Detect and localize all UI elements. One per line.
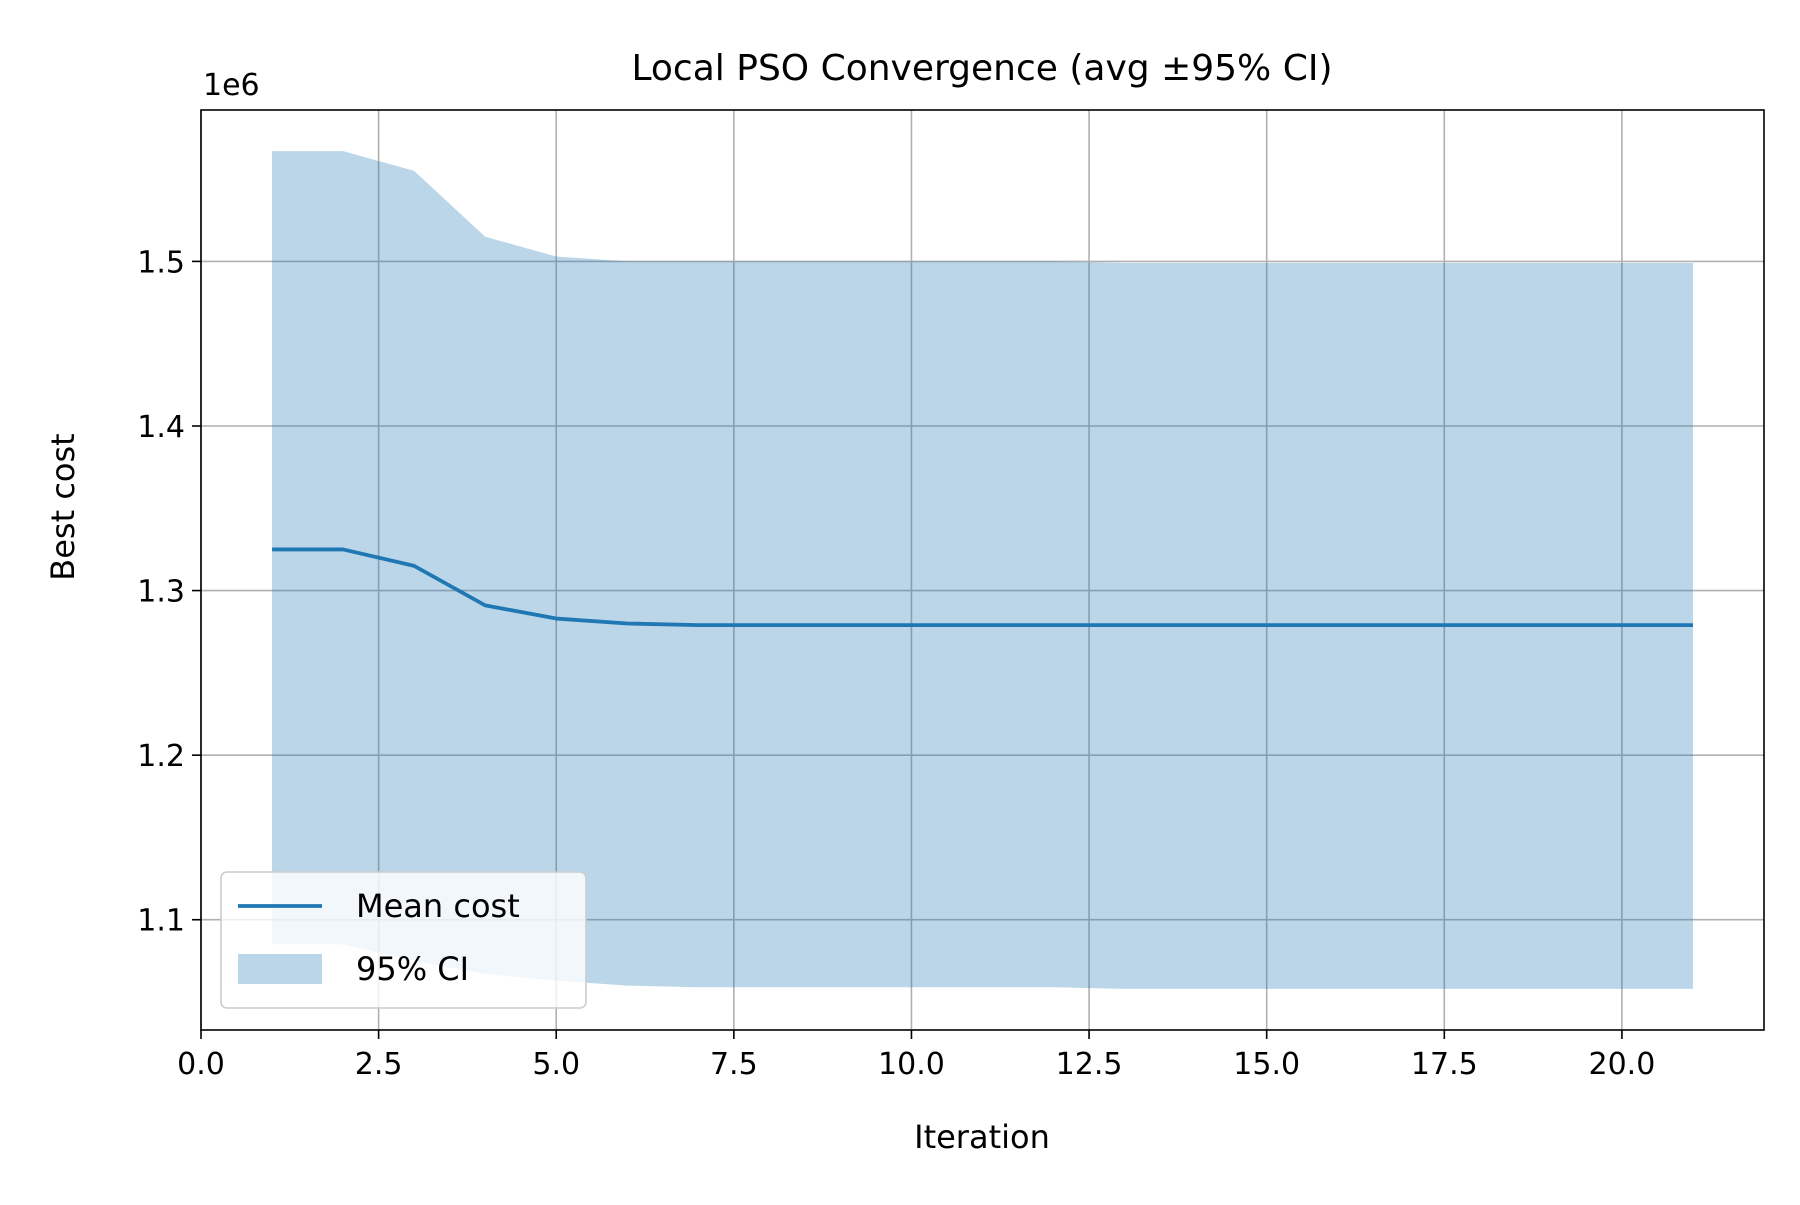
y-offset-label: 1e6 [203, 68, 260, 103]
data-layer [272, 151, 1693, 989]
x-tick-label: 15.0 [1233, 1047, 1300, 1082]
x-tick-label: 10.0 [878, 1047, 945, 1082]
legend-label-mean: Mean cost [356, 887, 520, 925]
x-axis-label: Iteration [914, 1118, 1050, 1156]
legend-label-ci: 95% CI [356, 950, 469, 988]
x-tick-label: 2.5 [355, 1047, 403, 1082]
x-tick-label: 5.0 [532, 1047, 580, 1082]
x-tick-label: 12.5 [1056, 1047, 1123, 1082]
y-tick-label: 1.4 [137, 410, 185, 445]
legend: Mean cost 95% CI [220, 871, 587, 1009]
legend-band-swatch [238, 954, 322, 984]
tick-layer: 0.0 2.5 5.0 7.5 10.0 12.5 15.0 17.5 20.0 1.1 1.2 1.… [137, 245, 1655, 1082]
y-tick-label: 1.2 [137, 739, 185, 774]
x-tick-label: 17.5 [1411, 1047, 1478, 1082]
y-tick-label: 1.1 [137, 904, 185, 939]
chart-title: Local PSO Convergence (avg ±95% CI) [631, 48, 1332, 89]
x-tick-label: 7.5 [710, 1047, 758, 1082]
mean-cost-line [272, 547, 1693, 628]
x-tick-label: 0.0 [177, 1047, 225, 1082]
x-tick-label: 20.0 [1589, 1047, 1656, 1082]
y-tick-label: 1.3 [137, 575, 185, 610]
y-tick-label: 1.5 [137, 245, 185, 280]
y-axis-label: Best cost [44, 433, 82, 580]
plot-frame [200, 109, 1765, 1031]
ci-band [272, 151, 1693, 989]
